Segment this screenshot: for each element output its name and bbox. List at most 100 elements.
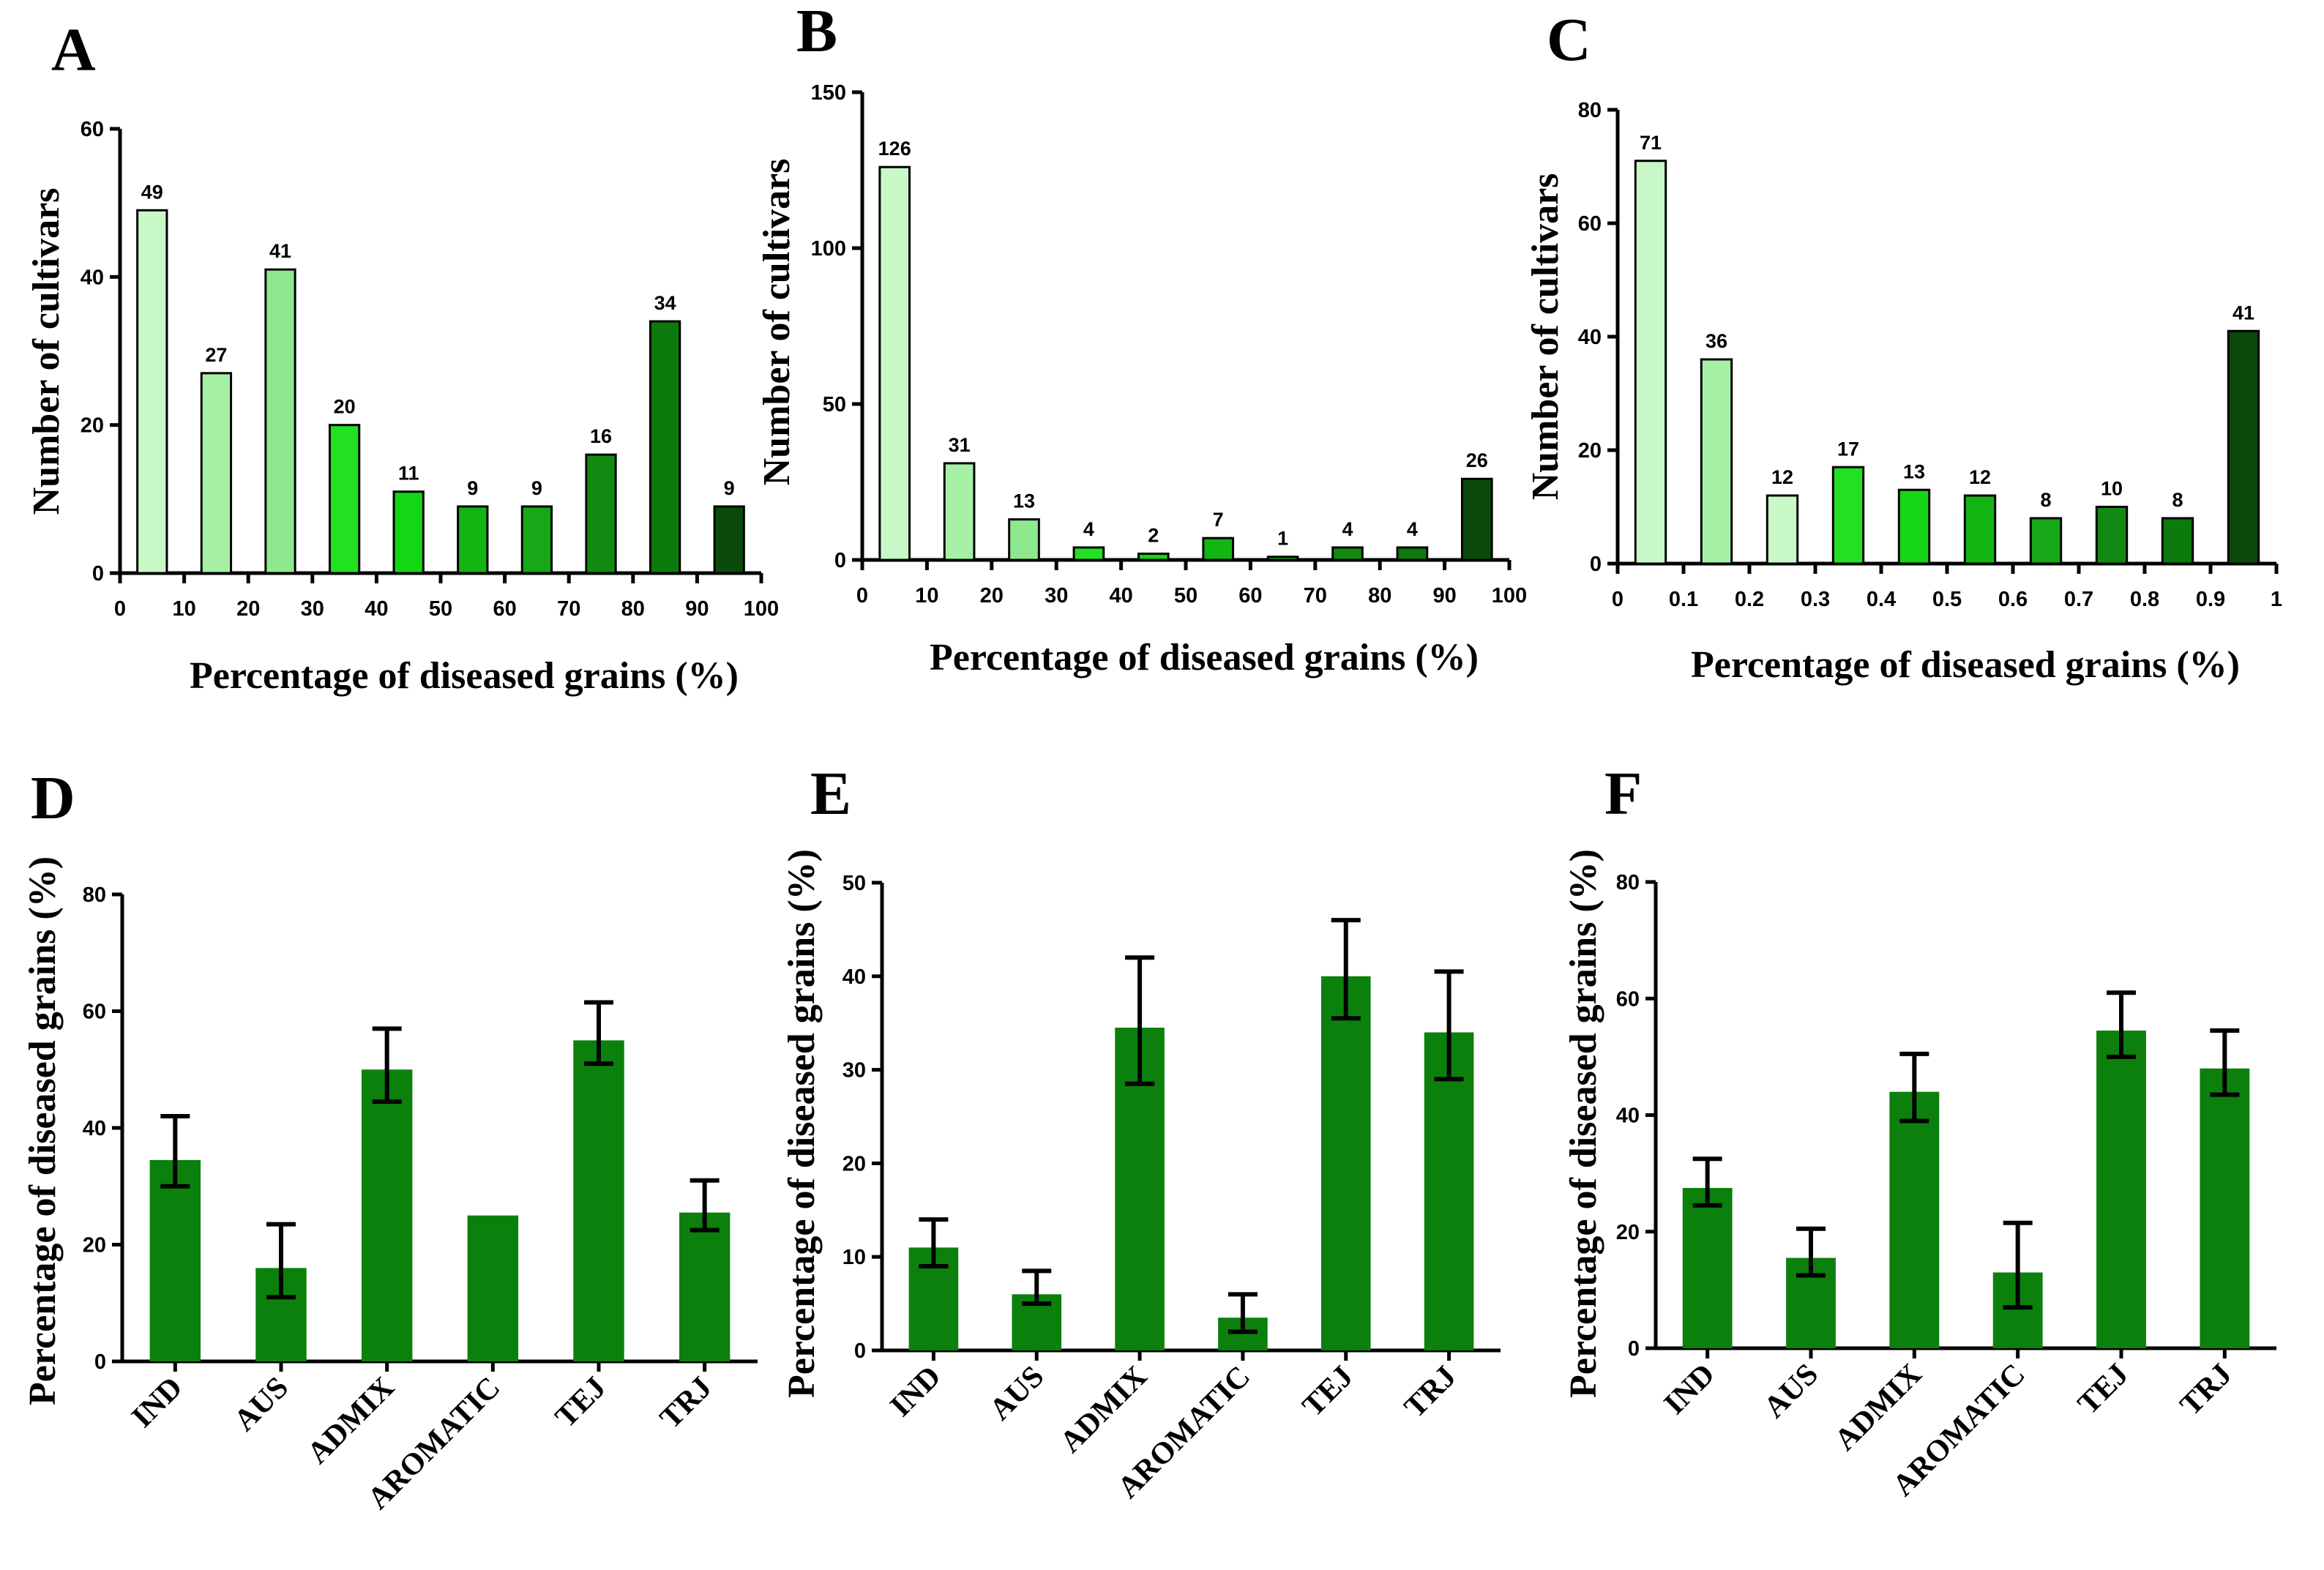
panel-a-bar [200,372,233,575]
panel-c-bar-value-label: 8 [2172,489,2183,511]
panel-a-x-tick-label: 20 [236,597,260,621]
panel-c-x-tick-label: 0.8 [2130,588,2159,611]
panel-c-y-tick-label: 60 [1578,212,1602,236]
panel-e-y-tick-label: 40 [842,965,866,989]
panel-f-y-tick-label: 0 [1628,1337,1640,1361]
panel-f-bar [1682,1188,1733,1348]
panel-c-y-tick-label: 20 [1578,439,1602,463]
panel-c-x-tick-label: 0 [1612,588,1624,611]
panel-d-bar [573,1040,624,1361]
panel-b-x-tick-label: 60 [1238,584,1262,608]
panel-c-x-tick-label: 1 [2271,588,2282,611]
panel-a-y-tick-label: 60 [81,118,104,141]
panel-f-category-label: IND [1658,1358,1722,1421]
panel-c-bar [2029,517,2063,565]
panel-d-bar [149,1159,201,1361]
panel-a-bar-value-label: 20 [334,396,356,418]
panel-b-bar [943,462,976,561]
panel-d-y-tick-label: 20 [83,1234,106,1257]
panel-a-bar-value-label: 49 [141,181,163,203]
panel-c-bar [1634,160,1667,565]
panel-a-y-axis-title: Number of cultivars [26,188,67,515]
panel-b-bar-value-label: 26 [1466,449,1488,471]
panel-a-x-tick-label: 30 [301,597,324,621]
panel-c-bar [1831,466,1865,565]
panel-a-bar [136,209,168,575]
panel-c: C Number of cultivars 0 20 40 60 80 0 0.1 0.2 0.3 0… [1525,6,2282,686]
panel-d-category-label: TRJ [654,1371,719,1436]
panel-b-x-tick-label: 100 [1492,584,1527,608]
panel-f-bar [1889,1091,1940,1348]
panel-c-y-tick-label: 80 [1578,99,1602,122]
panel-b-bar [1072,546,1105,561]
panel-b-x-tick-label: 50 [1174,584,1198,608]
panel-a-x-tick-label: 80 [621,597,645,621]
panel-c-x-tick-label: 0.1 [1669,588,1698,611]
panel-a-x-axis-title: Percentage of diseased grains (%) [190,655,739,697]
panel-a-x-tick-label: 60 [493,597,516,621]
panel-d-category-label: TEJ [549,1371,613,1435]
panel-a: A Number of cultivars 0 20 40 60 0 10 20 30 40 50 60… [26,16,779,697]
panel-b-x-tick-label: 0 [856,584,868,608]
panel-e-y-axis-title: Percentage of diseased grains (%) [781,849,823,1398]
panel-b-bar-value-label: 2 [1148,524,1159,546]
panel-a-bar-value-label: 9 [724,477,735,499]
panel-c-bar-value-label: 12 [1969,466,1991,488]
panel-a-x-tick-label: 10 [172,597,195,621]
panel-b-y-axis-title: Number of cultivars [756,159,798,486]
panel-b-bar [1202,537,1235,561]
panel-c-bar-value-label: 13 [1903,460,1925,482]
panel-d-bar [679,1212,731,1361]
panel-d-letter: D [31,764,75,832]
panel-a-x-tick-label: 40 [365,597,388,621]
panel-a-bar-value-label: 41 [269,240,291,262]
panel-b-bar [1331,546,1364,561]
panel-c-bar-value-label: 12 [1771,466,1793,488]
panel-b-x-tick-label: 90 [1432,584,1456,608]
panel-c-bar [1897,488,1931,565]
panel-c-bar-value-label: 17 [1837,438,1859,460]
panel-a-bar-value-label: 9 [467,477,478,499]
panel-f-y-axis-title: Percentage of diseased grains (%) [1563,849,1604,1398]
panel-a-bar [649,320,681,575]
panel-c-bar [1963,494,1997,565]
panel-c-x-tick-label: 0.5 [1932,588,1962,611]
panel-c-bar [1766,494,1799,565]
panel-d-category-label: ADMIX [301,1371,400,1470]
panel-a-bar [457,505,489,575]
panel-a-x-tick-label: 0 [114,597,126,621]
panel-b-bar [1266,556,1299,561]
panel-b-y-tick-label: 50 [823,393,846,416]
panel-c-x-tick-label: 0.6 [1998,588,2028,611]
panel-a-bar [392,490,425,575]
panel-a-bar-value-label: 11 [398,463,419,485]
panel-d: D Percentage of diseased grains (%) 0 20 40 6… [22,764,758,1516]
panel-b-bar-value-label: 31 [949,434,971,456]
panel-c-bar-value-label: 41 [2233,302,2254,324]
panel-a-letter: A [51,16,96,84]
panel-f-category-label: TEJ [2071,1358,2135,1421]
panel-a-bar [520,505,553,575]
panel-e-bar [1320,976,1371,1350]
panel-a-bar [264,268,296,575]
panel-c-x-tick-label: 0.4 [1867,588,1896,611]
panel-c-bar [2095,506,2129,565]
panel-f-y-tick-label: 20 [1616,1221,1640,1244]
panel-a-x-tick-label: 50 [429,597,452,621]
panel-d-bar [467,1215,519,1361]
panel-b-x-tick-label: 20 [980,584,1004,608]
panel-b-letter: B [796,0,837,65]
panel-b-x-tick-label: 30 [1045,584,1068,608]
panel-d-y-tick-label: 80 [83,883,106,907]
panel-b-bar-value-label: 7 [1213,509,1224,531]
panel-a-y-tick-label: 40 [81,266,104,289]
panel-c-y-axis-title: Number of cultivars [1525,173,1566,501]
panel-d-bar [361,1069,413,1361]
panel-f-letter: F [1604,760,1642,828]
panel-b-bar-value-label: 126 [878,138,911,160]
panel-b-y-tick-label: 150 [811,81,846,105]
panel-b-y-tick-label: 0 [834,549,846,572]
panel-e-y-tick-label: 20 [842,1152,866,1175]
